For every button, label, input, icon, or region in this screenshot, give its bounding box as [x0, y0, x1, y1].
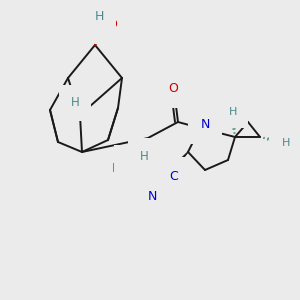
- Text: H: H: [282, 138, 290, 148]
- Text: N: N: [200, 118, 210, 131]
- Text: H: H: [112, 161, 120, 175]
- Polygon shape: [167, 152, 188, 175]
- Text: H: H: [140, 149, 148, 163]
- Text: H: H: [94, 11, 104, 23]
- Text: C: C: [169, 169, 178, 182]
- Text: N: N: [147, 190, 157, 202]
- Text: N: N: [126, 158, 136, 170]
- Text: H: H: [229, 107, 237, 117]
- Text: O: O: [107, 19, 117, 32]
- Text: O: O: [168, 82, 178, 95]
- Text: H: H: [70, 97, 80, 110]
